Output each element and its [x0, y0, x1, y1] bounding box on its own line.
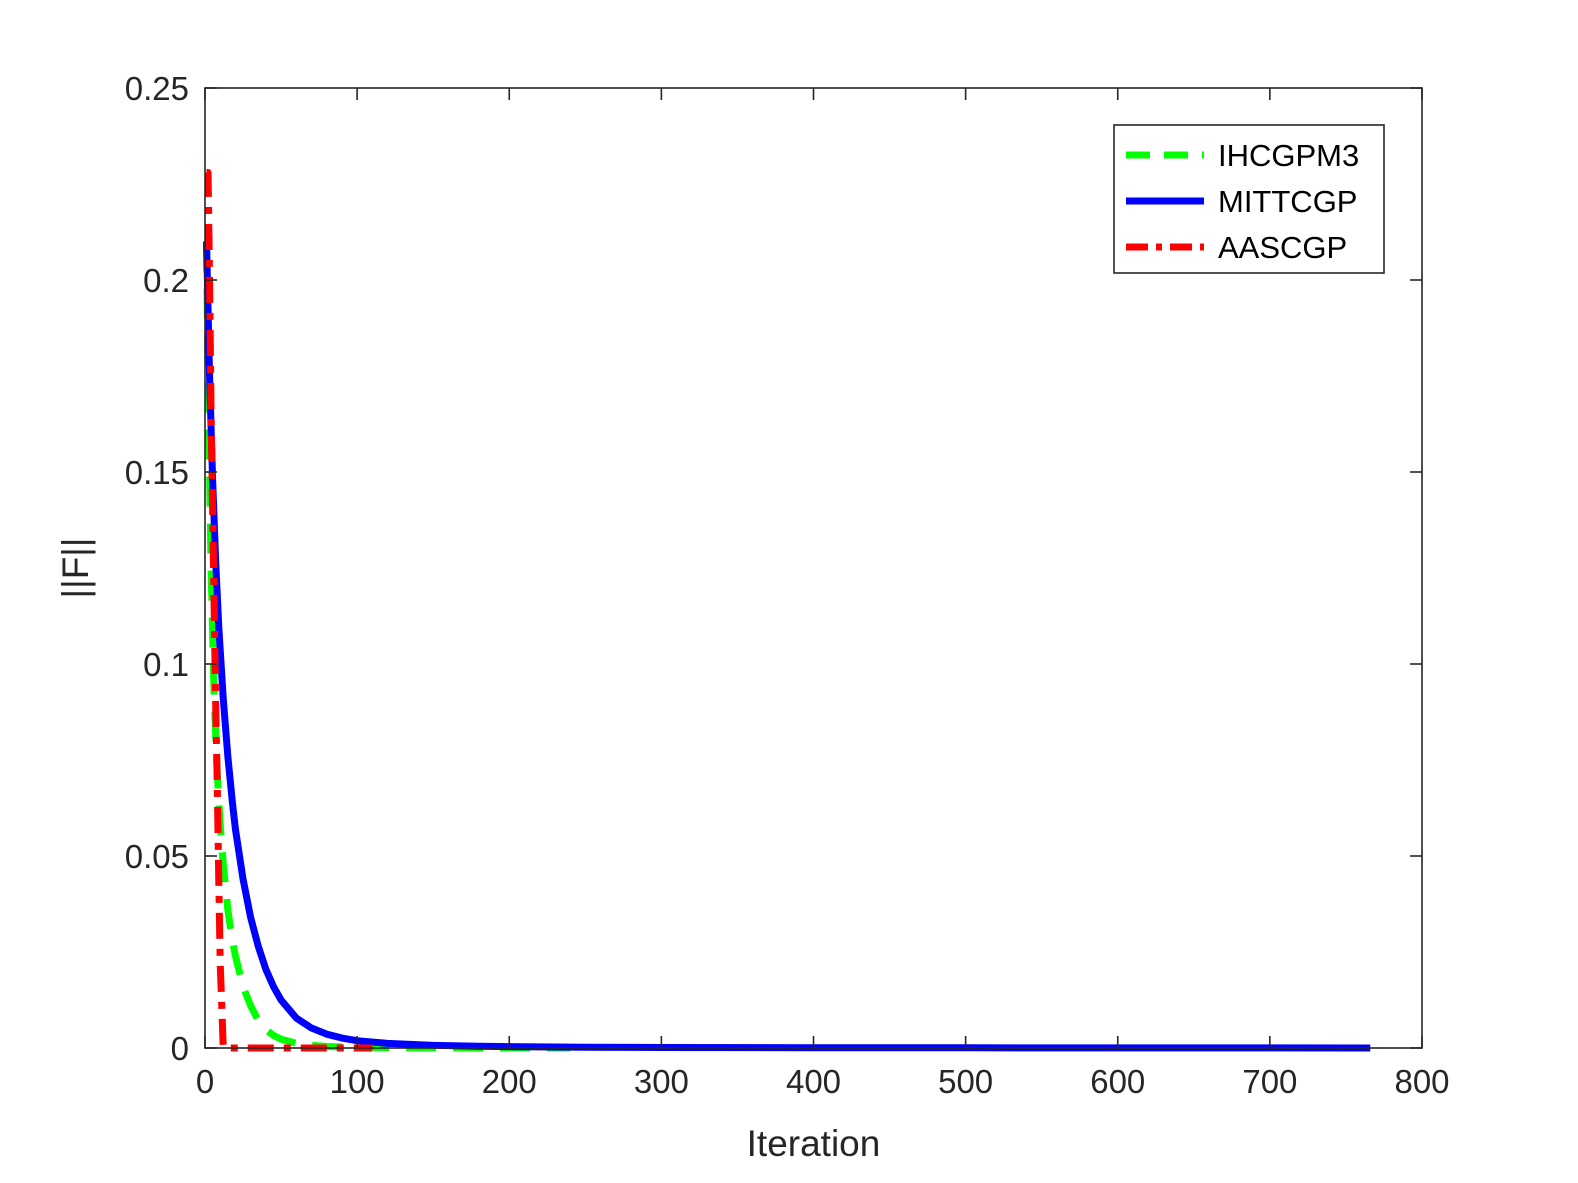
y-tick-label: 0.05	[125, 838, 189, 875]
y-axis-label: ||F||	[55, 537, 96, 598]
legend-label: MITTCGP	[1218, 184, 1358, 219]
x-tick-label: 300	[634, 1063, 689, 1100]
y-tick-label: 0.25	[125, 70, 189, 107]
x-axis-label: Iteration	[747, 1123, 881, 1164]
y-tick-label: 0.1	[143, 646, 189, 683]
x-tick-label: 700	[1242, 1063, 1297, 1100]
y-tick-label: 0	[171, 1030, 189, 1067]
y-tick-label: 0.15	[125, 454, 189, 491]
legend: IHCGPM3 MITTCGP AASCGP	[1113, 124, 1385, 274]
ticks-layer: 0 100 200 300 400 500 600 700 800 0 0.05 0.1 0.15 0.2…	[125, 70, 1450, 1100]
x-tick-label: 400	[786, 1063, 841, 1100]
x-tick-label: 0	[196, 1063, 214, 1100]
legend-label: IHCGPM3	[1218, 138, 1359, 173]
y-tick-label: 0.2	[143, 262, 189, 299]
x-tick-label: 600	[1090, 1063, 1145, 1100]
x-tick-label: 500	[938, 1063, 993, 1100]
legend-label: AASCGP	[1218, 230, 1347, 265]
x-tick-label: 100	[330, 1063, 385, 1100]
x-tick-label: 800	[1394, 1063, 1449, 1100]
x-tick-label: 200	[482, 1063, 537, 1100]
